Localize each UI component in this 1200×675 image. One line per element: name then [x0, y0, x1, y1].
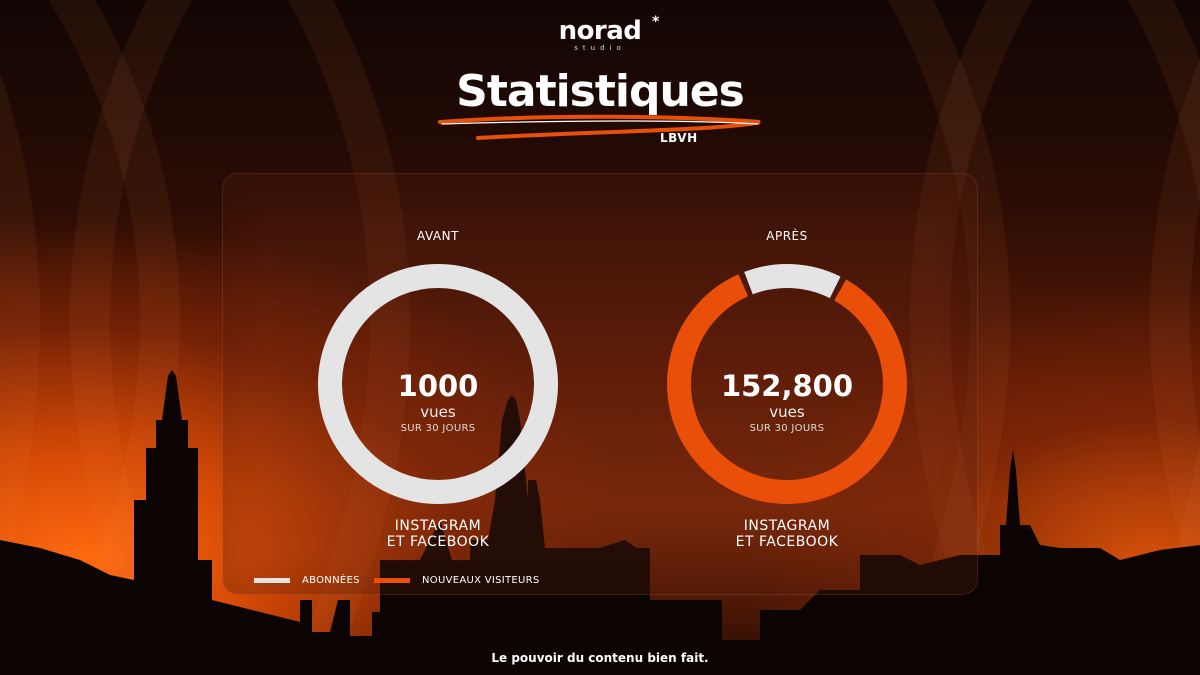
chart-apres-period: SUR 30 JOURS [749, 423, 825, 434]
chart-apres-caption-2: ET FACEBOOK [735, 534, 839, 550]
chart-avant-center: 1000 vues SUR 30 JOURS [308, 370, 568, 436]
brand-name: norad [558, 16, 642, 46]
brand-sub: studio [574, 44, 626, 52]
chart-apres-unit: vues [769, 403, 805, 421]
chart-apres-value: 152,800 [720, 369, 854, 403]
brand-star: * [652, 14, 660, 30]
stats-panel [222, 173, 978, 595]
legend-label-nouveaux-visiteurs: NOUVEAUX VISITEURS [422, 575, 540, 586]
chart-avant-caption-2: ET FACEBOOK [386, 534, 490, 550]
page-title: Statistiques [456, 66, 745, 117]
legend-item-abonnees: ABONNÉES [254, 575, 360, 586]
chart-apres-heading: APRÈS [766, 229, 808, 243]
chart-avant-value: 1000 [397, 369, 479, 403]
legend-swatch-nouveaux-visiteurs [374, 577, 410, 583]
donut-avant [318, 264, 558, 504]
chart-apres-center: 152,800 vues SUR 30 JOURS [657, 370, 917, 436]
chart-avant-period: SUR 30 JOURS [400, 423, 476, 434]
chart-avant-caption-1: INSTAGRAM [394, 518, 482, 534]
title-underline-swoosh [438, 114, 761, 140]
chart-avant-unit: vues [420, 403, 456, 421]
brand-logo: norad * studio [540, 14, 660, 56]
chart-apres: APRÈS 152,800 vues SUR 30 JOURS INSTAGRA… [657, 224, 917, 550]
chart-avant: AVANT 1000 vues SUR 30 JOURS INSTAGRAM E… [308, 224, 568, 550]
footer-tagline: Le pouvoir du contenu bien fait. [491, 651, 709, 665]
donut-slice-abonnées [744, 264, 841, 299]
donut-slice-abonnées [318, 264, 558, 504]
chart-avant-heading: AVANT [417, 229, 459, 243]
legend-item-nouveaux-visiteurs: NOUVEAUX VISITEURS [374, 575, 540, 586]
legend-label-abonnees: ABONNÉES [302, 575, 360, 586]
page-subtitle: LBVH [660, 131, 698, 145]
chart-apres-caption-1: INSTAGRAM [743, 518, 831, 534]
legend-swatch-abonnees [254, 577, 290, 583]
donut-apres [667, 264, 907, 504]
donut-slice-nouveaux-visiteurs [667, 274, 907, 504]
